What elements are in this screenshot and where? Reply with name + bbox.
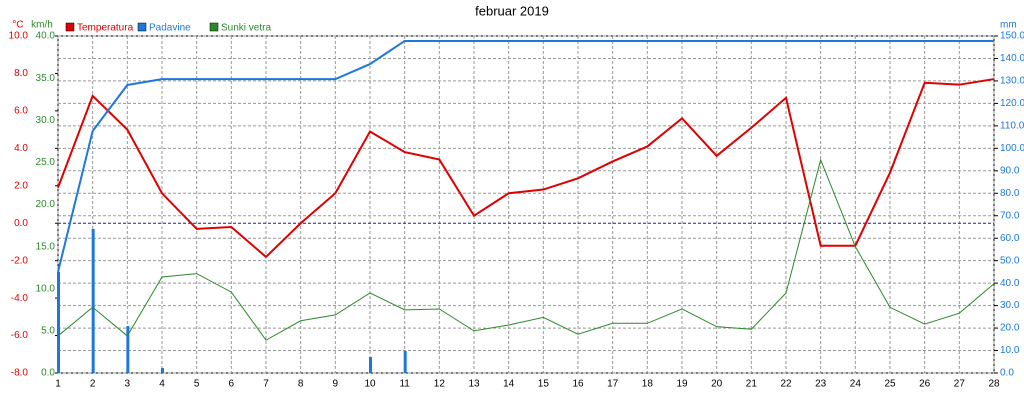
- y3-tick-label: 0.0: [41, 368, 55, 379]
- y2-tick-label: 90.0: [1000, 165, 1020, 176]
- y2-tick-label: 0.0: [1000, 368, 1014, 379]
- y2-tick-label: 20.0: [1000, 323, 1020, 334]
- y3-unit: km/h: [31, 20, 53, 31]
- chart-title: februar 2019: [475, 3, 549, 18]
- y2-tick-label: 100.0: [1000, 143, 1024, 154]
- x-tick-label: 1: [55, 379, 61, 390]
- x-tick-label: 21: [746, 379, 758, 390]
- x-tick-label: 10: [364, 379, 376, 390]
- y3-tick-label: 25.0: [36, 157, 56, 168]
- x-tick-label: 7: [263, 379, 269, 390]
- y3-tick-label: 35.0: [36, 73, 56, 84]
- series-line: [57, 39, 994, 273]
- x-tick-label: 22: [780, 379, 792, 390]
- y-tick-label: -4.0: [11, 293, 29, 304]
- x-tick-label: 24: [850, 379, 862, 390]
- precip-bar: [57, 271, 60, 373]
- legend-label: Temperatura: [77, 23, 134, 34]
- y3-tick-label: 15.0: [36, 241, 56, 252]
- y-tick-label: -8.0: [11, 368, 29, 379]
- x-tick-label: 18: [642, 379, 654, 390]
- x-tick-label: 17: [607, 379, 619, 390]
- y2-tick-label: 110.0: [1000, 121, 1024, 132]
- x-tick-label: 2: [90, 379, 96, 390]
- y2-tick-label: 80.0: [1000, 188, 1020, 199]
- plot-frame: [57, 35, 995, 374]
- y3-tick-label: 40.0: [36, 31, 56, 42]
- x-tick-label: 15: [538, 379, 550, 390]
- precip-bar: [126, 326, 130, 373]
- y-tick-label: -2.0: [11, 255, 29, 266]
- x-tick-label: 11: [399, 379, 410, 390]
- x-tick-label: 4: [159, 379, 165, 390]
- y2-tick-label: 10.0: [1000, 345, 1020, 356]
- y2-tick-label: 30.0: [1000, 300, 1020, 311]
- x-tick-label: 6: [229, 379, 235, 390]
- y-tick-label: -6.0: [11, 330, 29, 341]
- x-tick-label: 9: [333, 379, 339, 390]
- precip-bar: [403, 350, 407, 373]
- y2-tick-label: 70.0: [1000, 210, 1020, 221]
- x-tick-label: 28: [988, 379, 1000, 390]
- x-tick-label: 16: [572, 379, 584, 390]
- series-line: [57, 78, 995, 259]
- legend-label: Padavine: [149, 23, 191, 34]
- y2-unit: mm: [1000, 20, 1017, 31]
- y2-tick-label: 130.0: [1000, 76, 1024, 87]
- x-tick-label: 26: [919, 379, 931, 390]
- y2-tick-label: 60.0: [1000, 233, 1020, 244]
- y2-tick-label: 50.0: [1000, 255, 1020, 266]
- x-tick-label: 27: [954, 379, 966, 390]
- precip-bar: [91, 228, 95, 373]
- x-tick-label: 8: [298, 379, 304, 390]
- y2-tick-label: 120.0: [1000, 98, 1024, 109]
- x-tick-label: 20: [711, 379, 723, 390]
- y3-tick-label: 20.0: [36, 199, 56, 210]
- y-tick-label: 2.0: [14, 180, 28, 191]
- x-tick-label: 23: [815, 379, 827, 390]
- x-tick-label: 3: [125, 379, 131, 390]
- y-tick-label: 4.0: [14, 143, 28, 154]
- x-tick-label: 5: [194, 379, 200, 390]
- x-tick-label: 12: [434, 379, 446, 390]
- y3-tick-label: 10.0: [36, 283, 56, 294]
- legend-swatch: [65, 22, 75, 32]
- y2-tick-label: 40.0: [1000, 278, 1020, 289]
- legend-label: Sunki vetra: [221, 23, 271, 34]
- y-unit: °C: [12, 20, 23, 31]
- y-tick-label: 0.0: [14, 218, 28, 229]
- x-tick-label: 14: [503, 379, 515, 390]
- y2-tick-label: 150.0: [1000, 31, 1024, 42]
- x-tick-label: 19: [676, 379, 688, 390]
- precip-bar: [369, 357, 372, 373]
- x-tick-label: 25: [884, 379, 896, 390]
- precip-bar: [161, 368, 164, 373]
- series-line: [57, 158, 995, 341]
- y-tick-label: 10.0: [9, 31, 29, 42]
- y-tick-label: 6.0: [14, 106, 28, 117]
- legend-swatch: [137, 22, 147, 32]
- y-tick-label: 8.0: [14, 68, 28, 79]
- y2-tick-label: 140.0: [1000, 53, 1024, 64]
- y3-tick-label: 30.0: [36, 115, 56, 126]
- y3-tick-label: 5.0: [41, 326, 55, 337]
- x-tick-label: 13: [468, 379, 480, 390]
- legend-swatch: [209, 22, 219, 32]
